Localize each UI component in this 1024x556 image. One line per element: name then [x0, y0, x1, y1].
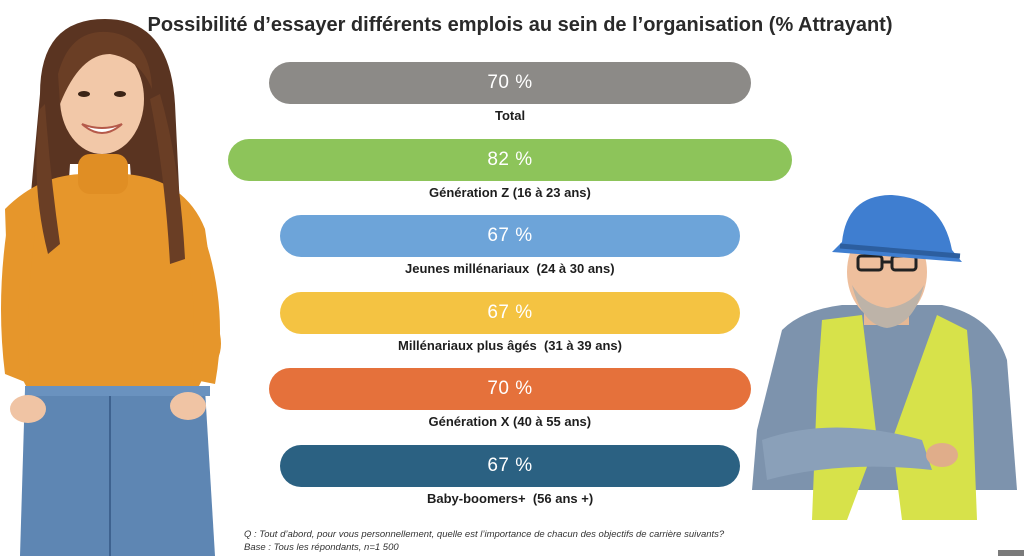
- bar: 82 %: [228, 138, 792, 181]
- young-woman-photo: [1, 19, 221, 556]
- footnote: Q : Tout d’abord, pour vous personnellem…: [244, 529, 725, 553]
- category-label: Génération X (40 à 55 ans): [428, 414, 592, 429]
- bar-value-label: 67 %: [487, 454, 533, 476]
- bar-value-label: 82 %: [487, 148, 533, 170]
- bar-value-label: 67 %: [487, 225, 533, 246]
- bar-value-label: 70 %: [487, 378, 533, 399]
- bar-value-label: 67 %: [487, 301, 533, 323]
- construction-worker-photo: [752, 195, 1017, 520]
- category-label: Baby-boomers+ (56 ans +): [427, 490, 594, 506]
- bar: 67 %: [279, 291, 741, 334]
- bar-value-label: 70 %: [487, 72, 533, 93]
- bar: 67 %: [279, 444, 741, 487]
- bar: 70 %: [269, 62, 751, 104]
- category-label: Millénariaux plus âgés (31 à 39 ans): [398, 337, 622, 353]
- category-label: Jeunes millénariaux (24 à 30 ans): [405, 261, 615, 276]
- corner-mark: [998, 550, 1024, 556]
- bar: 70 %: [269, 368, 751, 410]
- category-label: Total: [495, 108, 526, 123]
- chart-title: Possibilité d’essayer différents emplois…: [147, 14, 893, 36]
- category-label: Génération Z (16 à 23 ans): [429, 184, 591, 200]
- bar: 67 %: [279, 215, 741, 257]
